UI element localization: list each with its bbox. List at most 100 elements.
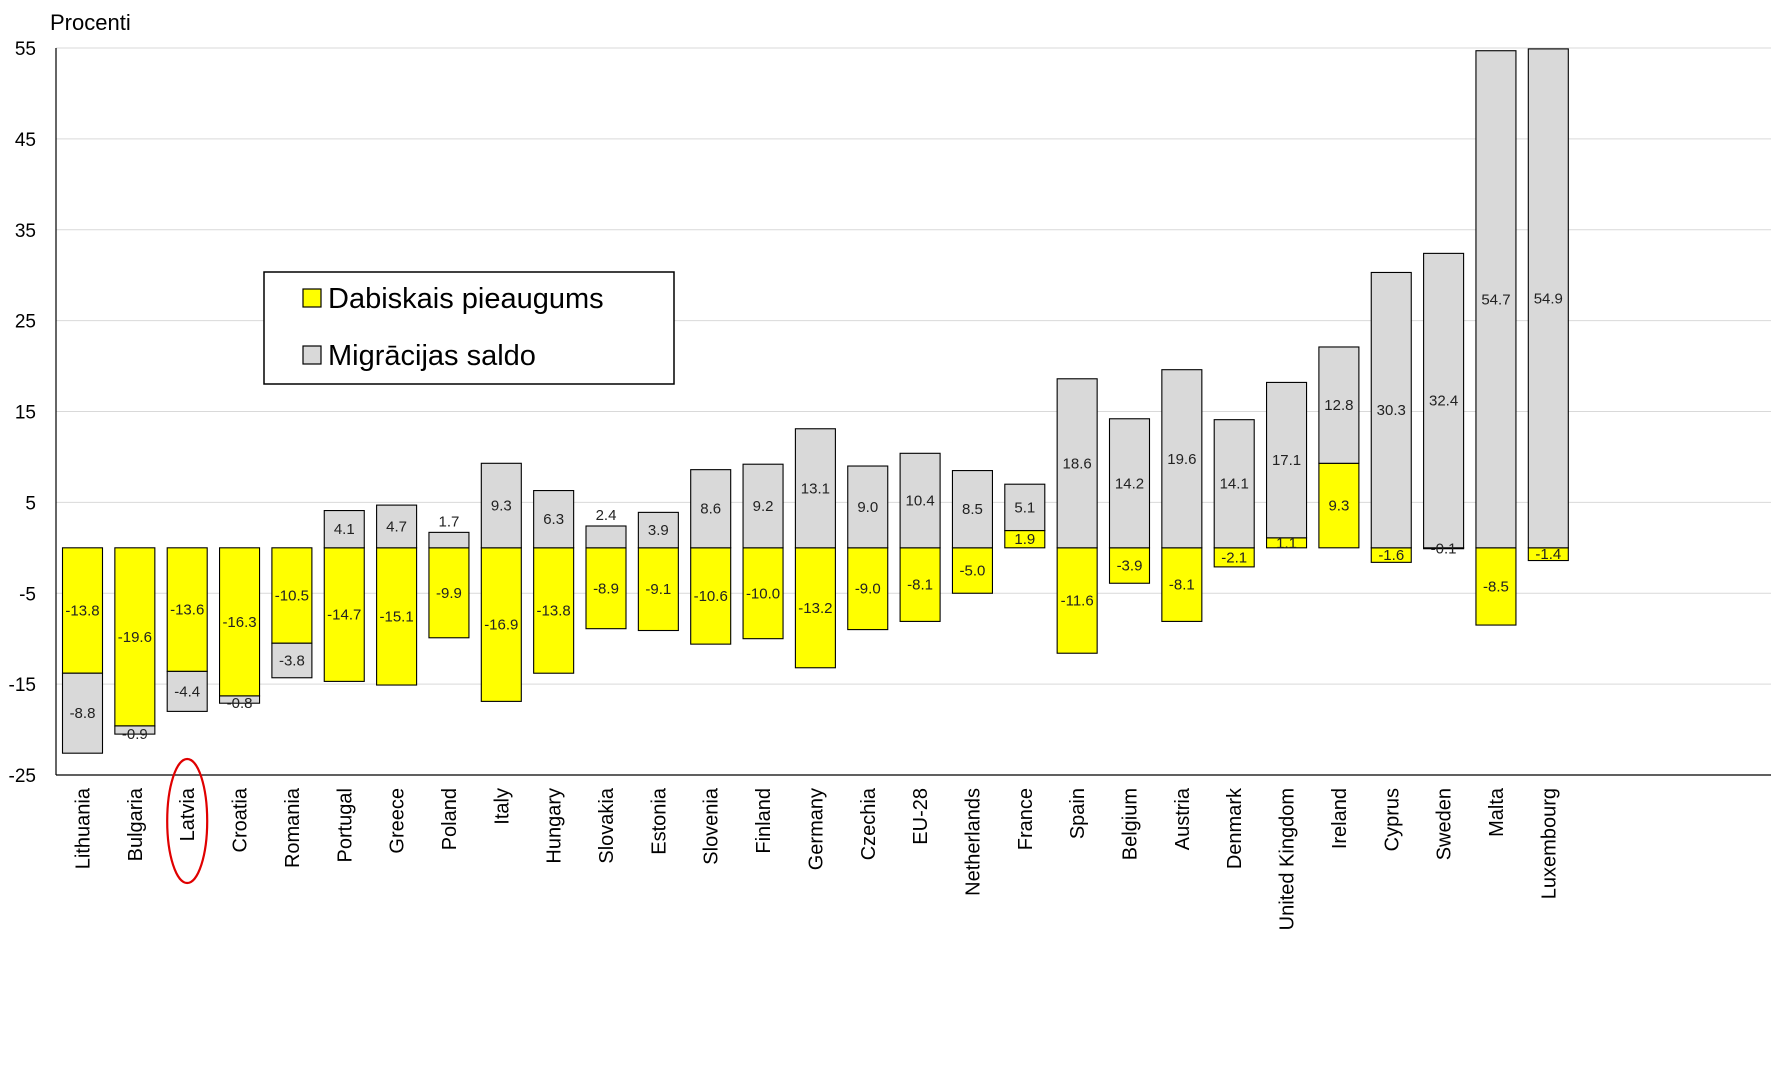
x-tick-label: Latvia	[177, 787, 199, 841]
data-label-natural-growth: -5.0	[960, 563, 986, 580]
bar-natural-growth	[847, 547, 889, 631]
bar-natural-growth	[951, 547, 994, 594]
bar-migration-balance	[794, 428, 836, 549]
data-label-natural-growth: -13.8	[537, 603, 571, 620]
data-label-migration-balance: 54.9	[1534, 290, 1563, 307]
data-label-natural-growth: -16.9	[484, 617, 518, 634]
axes	[55, 48, 1771, 776]
x-tick-label: Denmark	[1224, 787, 1246, 869]
x-tick-labels: Lithuania Bulgaria Latvia Croatia Romania Por…	[73, 787, 1561, 930]
bar-natural-growth	[323, 547, 365, 682]
y-tick-label: 45	[15, 130, 36, 151]
data-label-natural-growth: -9.9	[436, 585, 462, 602]
bar-natural-growth	[794, 547, 836, 669]
x-tick-label: Estonia	[648, 787, 670, 855]
x-tick-label: Lithuania	[73, 787, 95, 869]
y-tick-labels: 55 45 35 25 15 5 -5 -15 -25	[9, 39, 36, 787]
x-tick-label: Bulgaria	[125, 787, 147, 861]
x-tick-label: Croatia	[230, 787, 252, 852]
x-tick-label: Slovenia	[701, 787, 723, 865]
data-label-migration-balance: -0.9	[122, 726, 148, 743]
data-label-migration-balance: 18.6	[1063, 455, 1092, 472]
data-label-migration-balance: 30.3	[1377, 402, 1406, 419]
bar-migration-balance	[1056, 378, 1098, 549]
bar-natural-growth	[585, 547, 627, 630]
data-labels: -13.8 -8.8 -19.6 -0.9 -13.6 -4.4 -16.3 -0.8 -10.…	[65, 290, 1563, 743]
highlight-ellipse	[166, 757, 209, 885]
data-label-migration-balance: 8.6	[700, 501, 721, 518]
bar-migration-balance	[61, 672, 104, 754]
y-tick-label: -15	[9, 675, 36, 696]
data-label-natural-growth: -10.5	[275, 588, 309, 605]
x-tick-label: Finland	[753, 788, 775, 854]
x-tick-label: Belgium	[1120, 788, 1142, 860]
bar-migration-balance	[1370, 271, 1412, 549]
data-label-natural-growth: -2.1	[1221, 549, 1247, 566]
data-label-migration-balance: 9.2	[753, 498, 774, 515]
data-label-natural-growth: -13.2	[798, 600, 832, 617]
bar-migration-balance	[1475, 50, 1517, 549]
data-label-natural-growth: 9.3	[1328, 498, 1349, 515]
bar-natural-growth	[1108, 547, 1151, 584]
bar-natural-growth	[166, 547, 208, 672]
bar-migration-balance	[271, 642, 313, 679]
data-label-migration-balance: -4.4	[174, 683, 200, 700]
data-label-migration-balance: -0.8	[227, 695, 253, 712]
data-label-migration-balance: -3.8	[279, 652, 305, 669]
bars	[61, 48, 1569, 754]
data-label-natural-growth: -16.3	[222, 614, 256, 631]
data-label-migration-balance: 17.1	[1272, 452, 1301, 469]
data-label-migration-balance: 4.1	[334, 521, 355, 538]
x-tick-label: France	[1015, 788, 1037, 850]
data-label-migration-balance: 3.9	[648, 522, 669, 539]
bar-migration-balance	[1318, 346, 1360, 464]
y-tick-label: 5	[25, 493, 36, 514]
bar-migration-balance	[428, 531, 470, 549]
data-label-natural-growth: -8.1	[1169, 577, 1195, 594]
x-tick-label: Portugal	[334, 788, 356, 863]
data-label-natural-growth: -8.5	[1483, 578, 1509, 595]
bar-migration-balance	[1527, 48, 1569, 549]
data-label-migration-balance: 32.4	[1429, 393, 1458, 410]
data-label-migration-balance: 9.0	[857, 499, 878, 516]
data-label-migration-balance: 12.8	[1324, 397, 1353, 414]
legend-box	[263, 271, 675, 385]
y-tick-label: 35	[15, 221, 36, 242]
data-label-natural-growth: -1.4	[1535, 546, 1561, 563]
bar-natural-growth	[271, 547, 313, 644]
data-label-migration-balance: 2.4	[596, 507, 617, 524]
data-label-migration-balance: 54.7	[1481, 291, 1510, 308]
x-tick-label: Germany	[805, 788, 827, 870]
bar-natural-growth	[1161, 547, 1203, 622]
bar-migration-balance	[1423, 252, 1465, 549]
data-label-migration-balance: 6.3	[543, 511, 564, 528]
data-label-migration-balance: 14.1	[1220, 476, 1249, 493]
data-label-natural-growth: -8.9	[593, 580, 619, 597]
bar-migration-balance	[1213, 419, 1255, 549]
data-label-migration-balance: 13.1	[801, 480, 830, 497]
data-label-natural-growth: -10.0	[746, 585, 780, 602]
y-tick-label: 25	[15, 312, 36, 333]
bar-natural-growth	[376, 547, 418, 686]
bar-migration-balance	[899, 452, 941, 549]
x-tick-label: EU-28	[910, 788, 932, 845]
data-label-natural-growth: -13.8	[65, 603, 99, 620]
bar-migration-balance	[1108, 418, 1151, 549]
bar-natural-growth	[742, 547, 784, 640]
bar-migration-balance	[1161, 369, 1203, 549]
x-tick-label: Italy	[491, 788, 513, 825]
bar-natural-growth	[1056, 547, 1098, 654]
data-label-migration-balance: 8.5	[962, 501, 983, 518]
data-label-natural-growth: -19.6	[118, 629, 152, 646]
bar-natural-growth	[1318, 462, 1360, 549]
x-tick-label: Luxembourg	[1538, 788, 1560, 899]
x-tick-label: Sweden	[1434, 788, 1456, 860]
x-tick-label: Romania	[282, 787, 304, 868]
data-label-natural-growth: -14.7	[327, 607, 361, 624]
y-axis-title: Procenti	[50, 10, 131, 35]
bar-migration-balance	[219, 695, 261, 704]
x-tick-label: Poland	[439, 788, 461, 850]
bar-natural-growth	[61, 547, 104, 674]
data-label-natural-growth: -13.6	[170, 602, 204, 619]
bar-natural-growth	[1475, 547, 1517, 626]
